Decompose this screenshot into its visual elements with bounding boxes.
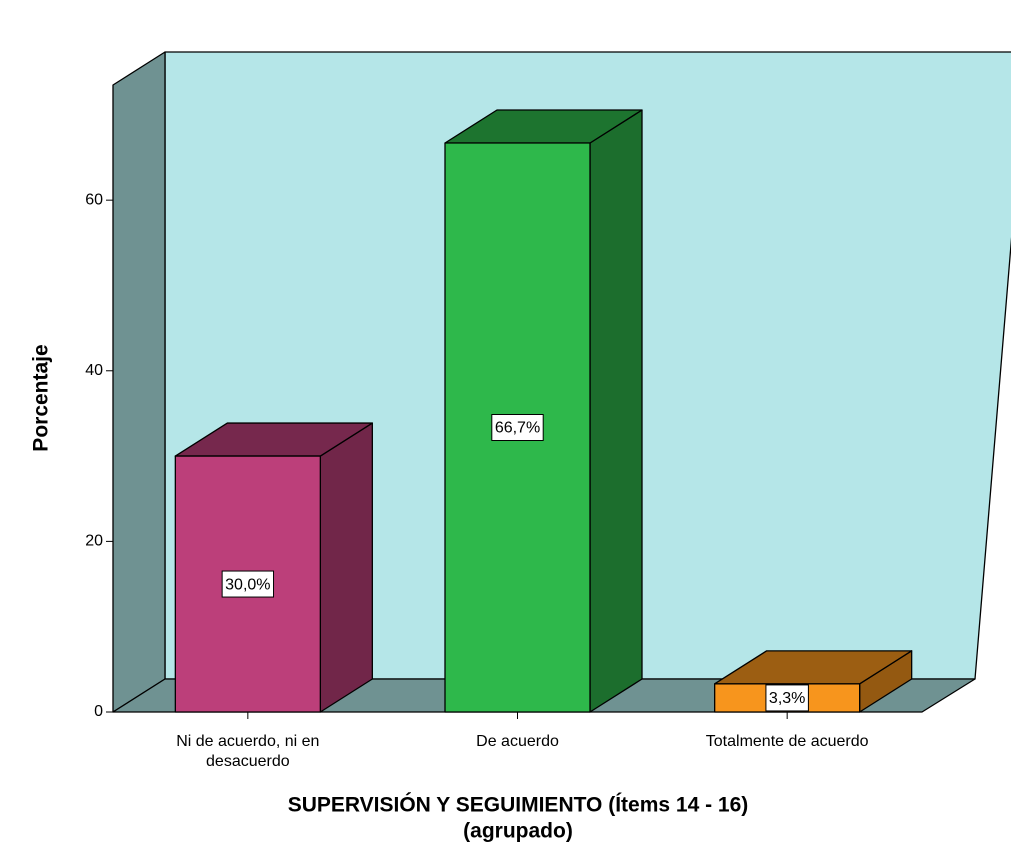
x-tick-label: Totalmente de acuerdo [706, 733, 869, 750]
bar-side [319, 422, 373, 713]
data-label-box [765, 684, 809, 712]
data-label-box [491, 414, 544, 442]
data-label: 3,3% [769, 690, 805, 707]
y-axis-title: Porcentaje [30, 344, 53, 451]
y-tick-label: 40 [85, 362, 103, 379]
data-label: 30,0% [225, 576, 270, 593]
data-label-box [221, 570, 275, 598]
data-label: 66,7% [495, 420, 540, 437]
y-tick-label: 0 [94, 703, 103, 720]
bar-side [589, 109, 643, 713]
x-axis-title: (agrupado) [463, 820, 573, 843]
x-tick-label: De acuerdo [476, 733, 559, 750]
x-tick-label: Ni de acuerdo, ni en desacuerdo [176, 733, 319, 770]
y-tick-label: 20 [85, 533, 103, 550]
side-wall [112, 51, 166, 713]
x-axis-title: SUPERVISIÓN Y SEGUIMIENTO (Ítems 14 - 16… [288, 793, 749, 817]
y-tick-label: 60 [85, 191, 103, 208]
